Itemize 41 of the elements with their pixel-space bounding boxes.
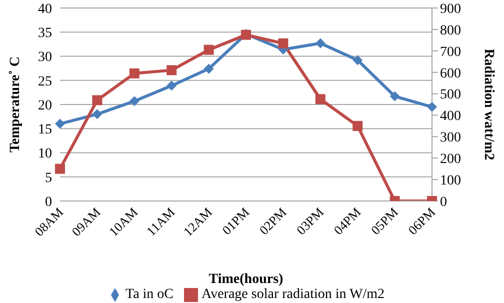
point [352, 120, 363, 131]
y2-axis-title: Radiation watt/m2 [481, 48, 496, 160]
x-axis-title: Time(hours) [208, 272, 284, 287]
point [55, 118, 65, 129]
point [315, 94, 326, 104]
y2-tick-label: 500 [440, 88, 461, 103]
y2-tick-label: 400 [440, 109, 461, 124]
point [390, 91, 400, 102]
y2-tick-label: 700 [440, 44, 461, 60]
y-tick-label: 40 [38, 2, 52, 17]
y-tick-label: 30 [38, 50, 52, 66]
y-tick-label: 10 [38, 146, 52, 162]
point [92, 95, 102, 106]
point [427, 102, 437, 112]
point [204, 64, 214, 74]
point [129, 96, 140, 106]
point [166, 80, 177, 91]
y-tick-label: 15 [38, 122, 52, 138]
y-tick-label: 25 [38, 74, 52, 90]
y2-tick-label: 300 [440, 130, 461, 146]
y2-tick-label: 100 [440, 174, 461, 189]
point [352, 55, 363, 66]
point [92, 109, 102, 120]
point [55, 164, 65, 174]
point [204, 44, 214, 55]
y2-tick-label: 900 [440, 2, 461, 17]
y2-tick-label: 0 [440, 194, 447, 210]
y-tick-label: 0 [45, 194, 52, 210]
legend-label: Ta in oC [126, 287, 174, 302]
y2-tick-label: 200 [440, 152, 461, 168]
y-tick-label: 35 [38, 26, 52, 42]
y2-tick-label: 600 [440, 66, 461, 82]
point [278, 38, 288, 48]
y2-tick-label: 800 [440, 23, 461, 38]
legend-label: Average solar radiation in W/m2 [202, 287, 384, 302]
y-axis-title: Temperature˚ C [8, 56, 23, 153]
y-tick-label: 5 [45, 170, 52, 186]
point [166, 65, 177, 76]
y-tick-label: 20 [38, 98, 52, 114]
point [129, 68, 140, 78]
point [315, 38, 326, 48]
